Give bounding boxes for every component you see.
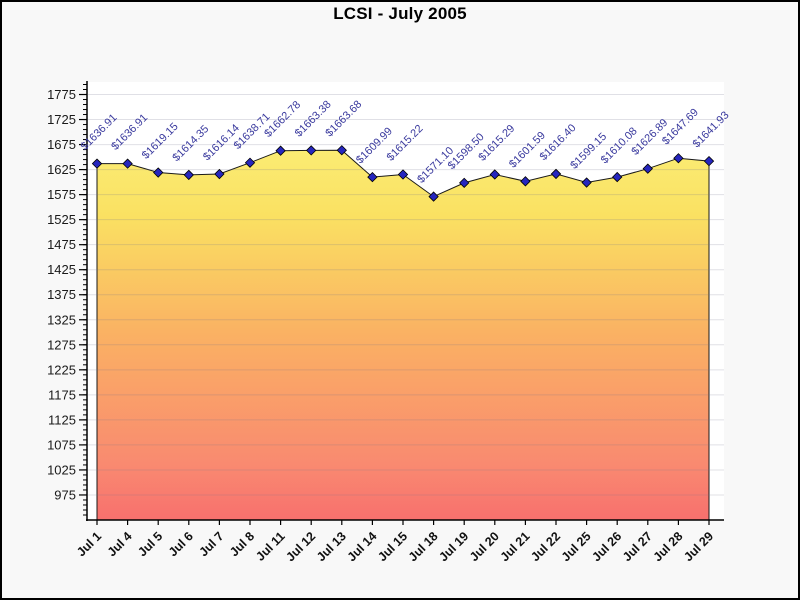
x-tick-label: Jul 1: [74, 529, 104, 559]
x-tick-label: Jul 19: [436, 529, 471, 564]
x-tick-label: Jul 15: [375, 529, 410, 564]
x-tick-label: Jul 12: [283, 529, 318, 564]
data-point-marker: [581, 177, 592, 188]
data-point-marker: [673, 153, 684, 164]
data-point-marker: [550, 168, 562, 180]
data-point-marker: [122, 158, 133, 169]
data-point-marker: [642, 163, 653, 174]
chart-title: LCSI - July 2005: [333, 4, 467, 23]
data-point-marker: [275, 145, 286, 156]
y-tick-label: 1625: [47, 162, 76, 177]
x-tick-label: Jul 20: [467, 529, 502, 564]
y-tick-label: 1775: [47, 87, 76, 102]
data-point-marker: [336, 145, 347, 156]
y-tick-label: 1525: [47, 212, 76, 227]
y-tick-label: 1175: [48, 387, 76, 402]
x-tick-label: Jul 7: [196, 529, 226, 559]
y-tick-label: 1725: [47, 112, 76, 127]
data-point-marker: [520, 176, 531, 187]
x-tick-label: Jul 8: [227, 529, 257, 559]
y-tick-label: 1075: [47, 437, 76, 452]
x-tick-label: Jul 18: [406, 529, 441, 564]
y-tick-label: 1275: [47, 337, 76, 352]
y-tick-label: 1475: [47, 237, 76, 252]
x-tick-label: Jul 27: [620, 529, 655, 564]
x-tick-label: Jul 28: [651, 529, 686, 564]
x-tick-label: Jul 29: [681, 529, 716, 564]
data-point-marker: [183, 169, 194, 181]
y-tick-label: 1575: [47, 187, 76, 202]
y-tick-label: 975: [54, 487, 76, 502]
y-tick-label: 1125: [48, 412, 76, 427]
data-point-marker: [428, 191, 439, 202]
data-point-marker: [397, 169, 409, 180]
x-tick-label: Jul 4: [105, 529, 135, 559]
y-tick-label: 1375: [47, 287, 76, 302]
x-tick-label: Jul 13: [314, 529, 349, 564]
data-point-marker: [306, 145, 317, 156]
data-point-marker: [244, 157, 256, 168]
y-tick-label: 1325: [47, 312, 76, 327]
data-point-marker: [489, 169, 500, 180]
y-tick-label: 1025: [47, 462, 76, 477]
data-point-marker: [703, 155, 715, 167]
data-point-marker: [367, 171, 378, 183]
x-tick-label: Jul 6: [166, 529, 196, 559]
x-tick-label: Jul 25: [559, 529, 594, 564]
y-tick-label: 1225: [47, 362, 76, 377]
area-series: [96, 149, 710, 521]
y-tick-label: 1425: [47, 262, 76, 277]
data-point-marker: [459, 177, 470, 189]
data-point-marker: [612, 171, 623, 183]
x-tick-label: Jul 26: [589, 529, 624, 564]
x-tick-label: Jul 21: [498, 529, 533, 564]
data-point-marker: [91, 158, 103, 169]
x-tick-label: Jul 5: [135, 529, 165, 559]
y-tick-label: 1675: [47, 137, 76, 152]
x-tick-label: Jul 22: [528, 529, 563, 564]
x-tick-label: Jul 14: [345, 529, 380, 564]
x-tick-label: Jul 11: [253, 529, 288, 564]
data-point-marker: [153, 167, 164, 178]
data-point-marker: [214, 168, 225, 180]
